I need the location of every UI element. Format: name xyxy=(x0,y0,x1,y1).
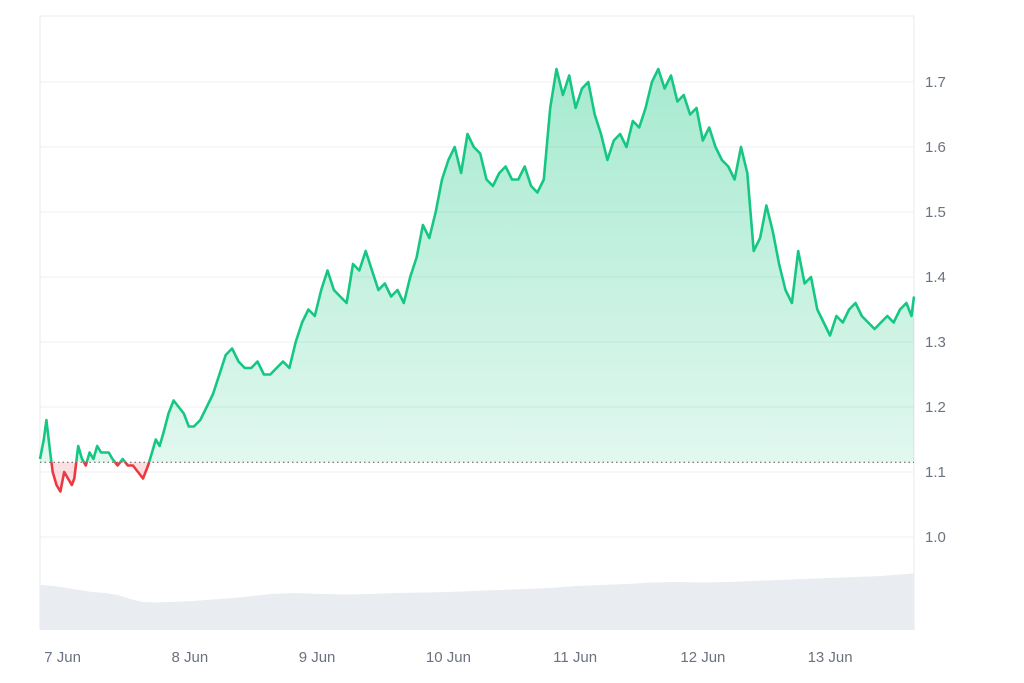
y-tick-label: 1.5 xyxy=(925,204,946,221)
volume-area xyxy=(40,573,914,630)
x-tick-label: 7 Jun xyxy=(44,649,81,666)
x-axis-ticks: 7 Jun 8 Jun 9 Jun 10 Jun 11 Jun 12 Jun 13 Jun xyxy=(44,649,852,666)
y-axis-ticks: 1.0 1.1 1.2 1.3 1.4 1.5 1.6 1.7 xyxy=(925,74,946,546)
y-tick-label: 1.3 xyxy=(925,334,946,351)
price-line-down xyxy=(50,462,151,493)
up-fill xyxy=(40,69,914,463)
price-fill xyxy=(40,69,914,492)
y-tick-label: 1.4 xyxy=(925,269,946,286)
x-tick-label: 10 Jun xyxy=(426,649,471,666)
x-tick-label: 13 Jun xyxy=(808,649,853,666)
y-tick-label: 1.1 xyxy=(925,464,946,481)
price-line-up xyxy=(38,67,916,463)
x-tick-label: 9 Jun xyxy=(299,649,336,666)
y-tick-label: 1.0 xyxy=(925,529,946,546)
x-tick-label: 11 Jun xyxy=(553,649,597,666)
y-tick-label: 1.6 xyxy=(925,139,946,156)
x-tick-label: 8 Jun xyxy=(171,649,208,666)
y-tick-label: 1.7 xyxy=(925,74,946,91)
price-line xyxy=(38,67,916,493)
volume-shape xyxy=(40,573,914,630)
y-tick-label: 1.2 xyxy=(925,399,946,416)
x-tick-label: 12 Jun xyxy=(680,649,725,666)
